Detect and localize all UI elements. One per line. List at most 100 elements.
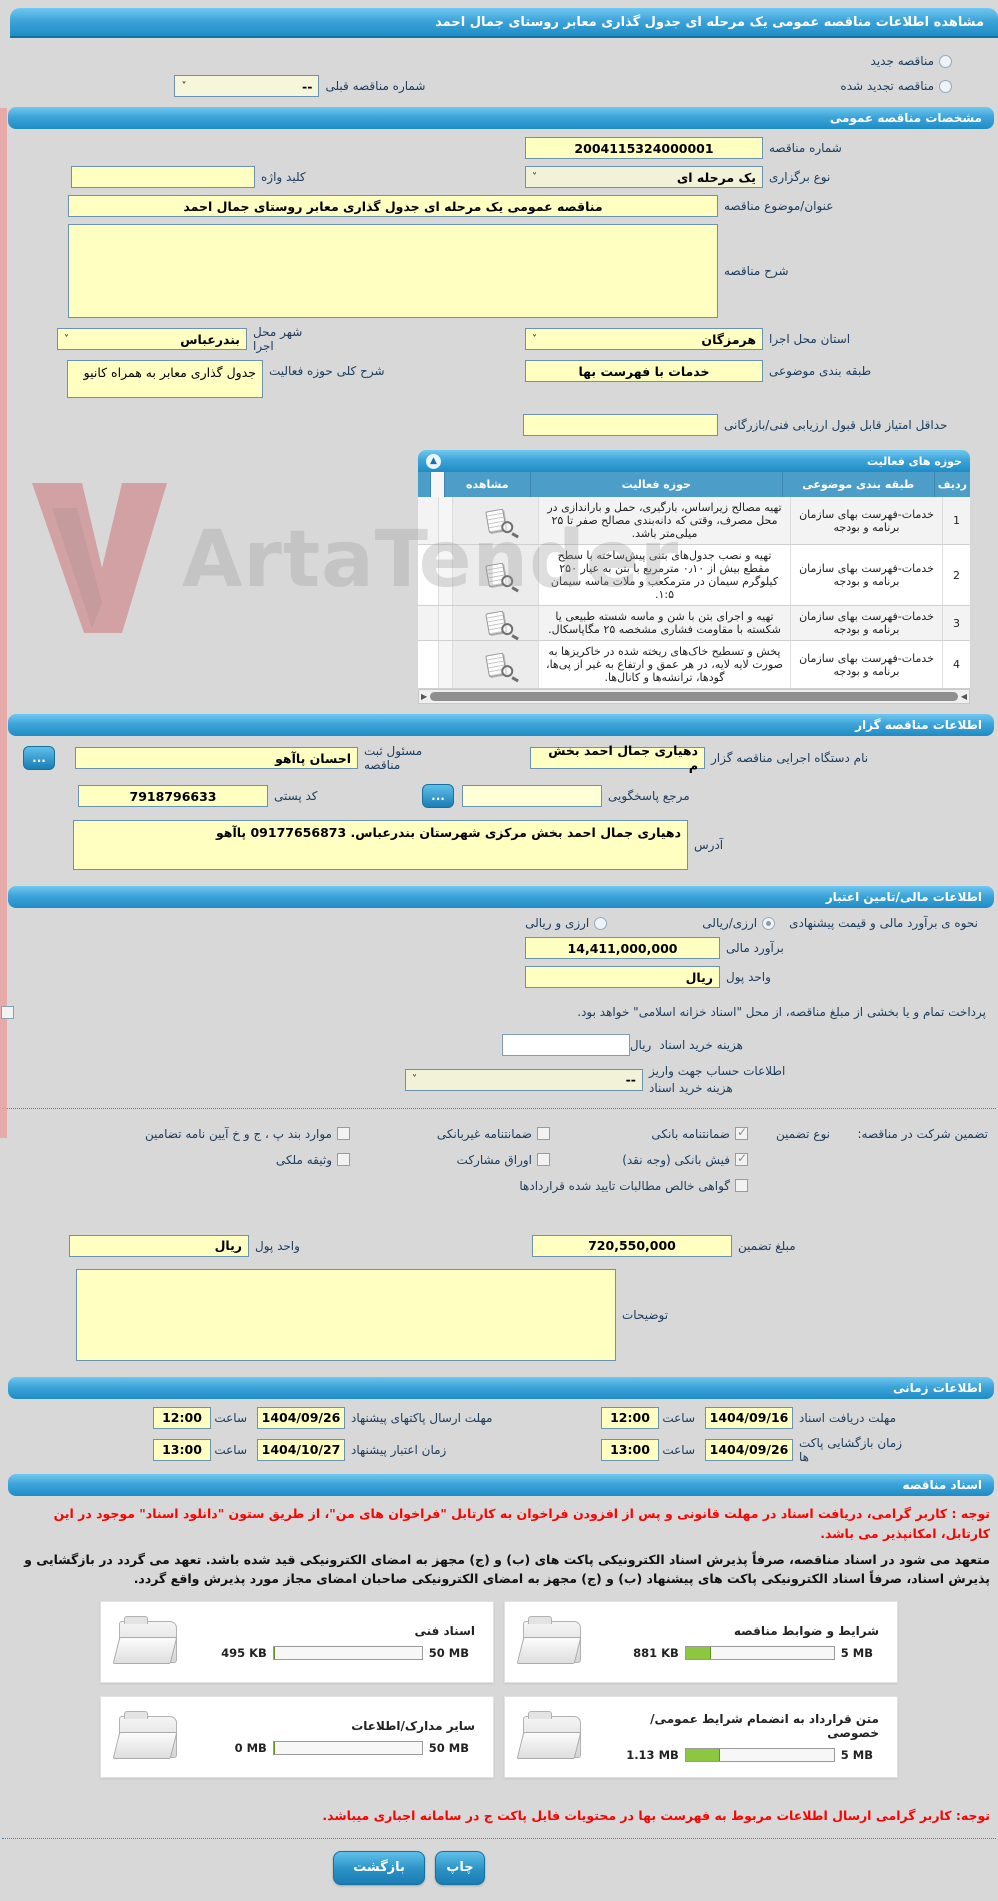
min-score-label: حداقل امتیاز قابل قبول ارزیابی فنی/بازرگ… xyxy=(724,418,948,432)
scroll-left-arrow-icon[interactable]: ▶ xyxy=(421,692,428,701)
upload-current-size: 1.13 MB xyxy=(626,1747,679,1762)
tender-number-label: شماره مناقصه xyxy=(769,141,842,155)
col-row-number: ردیف xyxy=(933,472,970,497)
treasury-payment-note: پرداخت تمام و یا بخشی از مبلغ مناقصه، از… xyxy=(577,1005,986,1019)
agency-name-label: نام دستگاه اجرایی مناقصه گزار xyxy=(711,751,869,765)
row-number: 2 xyxy=(942,545,970,605)
view-document-icon[interactable] xyxy=(484,652,507,677)
registrar-label: مسئول ثبت مناقصه xyxy=(364,744,423,772)
bank-guarantee-checkbox[interactable] xyxy=(735,1125,748,1141)
new-tender-label: مناقصه جدید xyxy=(870,54,934,68)
watermark-shield-icon xyxy=(22,473,172,647)
keyword-input[interactable] xyxy=(71,166,255,188)
chevron-down-icon: ˅ xyxy=(532,333,537,345)
contact-input[interactable] xyxy=(462,785,602,807)
folder-icon xyxy=(112,1615,178,1664)
bank-receipt-checkbox[interactable] xyxy=(735,1151,748,1167)
upload-card-title: اسناد فنی xyxy=(414,1623,475,1638)
activities-table-titlebar: حوزه های فعالیت ▲ xyxy=(418,450,970,472)
bank-receipt-label: فیش بانکی (وجه نقد) xyxy=(622,1152,730,1167)
submit-date: 1404/09/26 xyxy=(257,1406,345,1429)
activity-summary-label: شرح کلی حوزه فعالیت xyxy=(269,364,385,378)
city-label: شهر محل اجرا xyxy=(253,325,303,353)
chevron-down-icon: ˅ xyxy=(181,80,187,92)
view-document-icon[interactable] xyxy=(484,508,507,533)
fee-account-select[interactable]: -- ˅ xyxy=(405,1068,643,1091)
property-collateral-checkbox[interactable] xyxy=(337,1153,350,1167)
currency-unit-value: ریال xyxy=(525,966,720,988)
table-horizontal-scrollbar[interactable]: ◀ ▶ xyxy=(418,689,970,704)
upload-progress-bar xyxy=(684,1747,835,1762)
participation-bonds-checkbox[interactable] xyxy=(537,1153,550,1167)
document-fee-currency-suffix: ریال xyxy=(629,1038,652,1053)
price-list-mandatory-notice: توجه: کاربر گرامی ارسال اطلاعات مربوط به… xyxy=(322,1807,990,1823)
rial-and-currency-radio[interactable] xyxy=(594,916,608,930)
contact-more-button[interactable]: ... xyxy=(422,784,454,808)
view-document-icon[interactable] xyxy=(484,610,507,636)
back-button[interactable]: بازگشت xyxy=(333,1850,425,1885)
city-select[interactable]: بندرعباس ˅ xyxy=(57,328,247,350)
chevron-down-icon: ˅ xyxy=(412,1074,417,1086)
keyword-label: کلید واژه xyxy=(261,170,306,184)
col-view: مشاهده xyxy=(443,472,530,497)
new-tender-radio[interactable] xyxy=(939,54,952,68)
view-document-icon[interactable] xyxy=(484,562,507,588)
activity-summary-value: جدول گذاری معابر به همراه کانیو xyxy=(67,360,263,398)
upload-card-title: سایر مدارک/اطلاعات xyxy=(351,1718,475,1733)
document-fee-input[interactable] xyxy=(501,1034,630,1057)
address-value: دهیاری جمال احمد بخش مرکزی شهرستان بندرع… xyxy=(73,820,688,870)
bylaw-items-checkbox[interactable] xyxy=(337,1127,350,1141)
scrollbar-thumb[interactable] xyxy=(430,692,958,701)
validity-date: 1404/10/27 xyxy=(257,1438,345,1461)
row-classification: خدمات-فهرست بهای سازمان برنامه و بودجه xyxy=(790,545,942,605)
time-label: ساعت xyxy=(662,1442,695,1457)
notes-label: توضیحات xyxy=(622,1307,669,1322)
page-title: مشاهده اطلاعات مناقصه عمومی یک مرحله ای … xyxy=(10,8,998,38)
subject-label: عنوان/موضوع مناقصه xyxy=(724,199,834,213)
nonbank-guarantee-checkbox[interactable] xyxy=(537,1127,550,1141)
upload-progress-bar xyxy=(272,1740,423,1755)
upload-current-size: 881 KB xyxy=(633,1645,679,1660)
print-button[interactable]: چاپ xyxy=(435,1850,485,1885)
documents-signature-notice: متعهد می شود در اسناد مناقصه، صرفاً پذیر… xyxy=(24,1551,990,1587)
validity-time-label: زمان اعتبار پیشنهاد xyxy=(351,1442,447,1457)
renewed-tender-radio[interactable] xyxy=(939,79,952,93)
classification-value: خدمات با فهرست بها xyxy=(525,360,763,382)
folder-icon xyxy=(112,1710,178,1759)
min-score-input[interactable] xyxy=(523,414,718,436)
doc-receipt-deadline-label: مهلت دریافت اسناد xyxy=(799,1410,897,1425)
previous-tender-number-select[interactable]: -- ˅ xyxy=(174,75,320,97)
upload-card-technical[interactable]: اسناد فنی 495 KB 50 MB xyxy=(100,1600,494,1683)
scroll-right-arrow-icon[interactable]: ◀ xyxy=(960,692,967,701)
upload-card-other[interactable]: سایر مدارک/اطلاعات 0 MB 50 MB xyxy=(100,1695,494,1778)
classification-label: طبقه بندی موضوعی xyxy=(769,364,872,378)
rial-and-currency-radio-label: ارزی و ریالی xyxy=(525,916,590,930)
col-classification: طبقه بندی موضوعی xyxy=(781,472,934,497)
validity-time: 13:00 xyxy=(153,1438,211,1461)
row-classification: خدمات-فهرست بهای سازمان برنامه و بودجه xyxy=(790,497,942,544)
upload-cards-grid: شرایط و ضوابط مناقصه 881 KB 5 MB اسناد ف… xyxy=(100,1600,898,1778)
province-label: استان محل اجرا xyxy=(769,332,851,346)
registrar-more-button[interactable]: ... xyxy=(23,746,55,770)
upload-max-size: 50 MB xyxy=(428,1740,469,1755)
table-vertical-scrollbar[interactable] xyxy=(429,472,444,497)
upload-card-title: متن قرارداد به انضمام شرایط عمومی/خصوصی xyxy=(650,1711,879,1740)
financial-estimate-label: برآورد مالی xyxy=(726,941,784,955)
notes-textarea[interactable] xyxy=(76,1268,616,1361)
treasury-payment-checkbox[interactable] xyxy=(1,1006,14,1019)
province-select[interactable]: هرمزگان ˅ xyxy=(525,328,763,350)
description-textarea[interactable] xyxy=(68,224,718,318)
guarantee-currency-label: واحد پول xyxy=(255,1238,300,1253)
process-type-label: نوع برگزاری xyxy=(769,170,831,184)
opening-time: 13:00 xyxy=(601,1438,659,1461)
process-type-select[interactable]: یک مرحله ای ˅ xyxy=(525,166,763,188)
approved-claims-checkbox[interactable] xyxy=(735,1179,748,1193)
upload-card-contract[interactable]: متن قرارداد به انضمام شرایط عمومی/خصوصی … xyxy=(504,1695,898,1778)
collapse-icon[interactable]: ▲ xyxy=(426,453,441,469)
upload-card-terms[interactable]: شرایط و ضوابط مناقصه 881 KB 5 MB xyxy=(504,1600,898,1683)
participation-bonds-label: اوراق مشارکت xyxy=(456,1152,532,1167)
postal-code-value: 7918796633 xyxy=(78,785,268,807)
rial-currency-radio[interactable] xyxy=(762,916,776,930)
time-label: ساعت xyxy=(214,1410,247,1425)
bank-guarantee-label: ضمانتنامه بانکی xyxy=(651,1126,730,1141)
